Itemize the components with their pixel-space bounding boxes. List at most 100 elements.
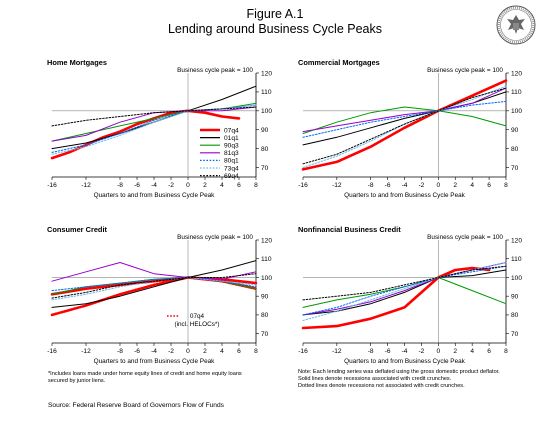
panel-title: Consumer Credit [47, 225, 107, 234]
x-tick-label: -4 [402, 348, 408, 355]
series-line-01q1 [302, 91, 507, 146]
x-tick-label: -16 [47, 182, 57, 189]
legend-label: 69q4 [224, 173, 239, 180]
y-tick-label: 110 [261, 89, 272, 96]
x-tick-label: 2 [203, 182, 207, 189]
x-tick-label: -12 [81, 182, 91, 189]
y-tick-label: 70 [511, 331, 519, 338]
x-tick-label: -6 [134, 182, 140, 189]
y-tick-label: 110 [511, 256, 522, 263]
y-tick-label: 70 [261, 165, 269, 172]
x-axis-label: Quarters to and from Business Cycle Peak [344, 192, 466, 199]
y-tick-label: 110 [511, 89, 522, 96]
series-line-07q4 [301, 266, 491, 330]
series-line-69q4 [302, 265, 507, 301]
series-line-80q1 [302, 100, 507, 138]
x-tick-label: 0 [436, 348, 440, 355]
x-tick-label: 4 [220, 182, 224, 189]
series-line-07q4 [50, 109, 241, 160]
x-tick-label: -6 [385, 348, 391, 355]
legend-label: 07q4 [224, 127, 239, 134]
x-tick-label: -16 [298, 348, 308, 355]
legend-label: 80q1 [224, 158, 239, 165]
panel-annotation: Business cycle peak = 100 [427, 67, 503, 74]
x-tick-label: -12 [81, 348, 91, 355]
series-line-07q4 [301, 79, 508, 171]
x-tick-label: -4 [402, 182, 408, 189]
x-tick-label: -16 [47, 348, 57, 355]
series-line-73q4 [302, 262, 507, 321]
y-tick-label: 100 [511, 275, 522, 282]
chart-panel-1: Home Mortgages Business cycle peak = 100 -… [47, 58, 272, 199]
x-tick-label: -12 [332, 182, 342, 189]
y-tick-label: 110 [261, 256, 272, 263]
y-tick-label: 80 [511, 312, 519, 319]
panel-annotation: Business cycle peak = 100 [177, 234, 253, 241]
footnote-left-line: *Includes loans made under home equity l… [48, 371, 242, 377]
footnote-right-line: Dotted lines denote recessions not assoc… [298, 383, 465, 389]
series-line-69q4 [51, 106, 257, 127]
series-line-90q3 [302, 106, 507, 134]
x-tick-label: 4 [470, 348, 474, 355]
x-tick-label: 8 [254, 182, 258, 189]
x-tick-label: -16 [298, 182, 308, 189]
x-tick-label: 0 [436, 182, 440, 189]
x-tick-label: -8 [117, 182, 123, 189]
footnote-left: *Includes loans made under home equity l… [48, 371, 242, 385]
footnote-left-line: secured by junior liens. [48, 378, 106, 384]
y-tick-label: 70 [511, 165, 519, 172]
x-tick-label: 0 [186, 182, 190, 189]
panel-title: Home Mortgages [47, 58, 107, 67]
legend-label: 81q3 [224, 150, 239, 157]
x-tick-label: 6 [487, 348, 491, 355]
x-tick-label: -4 [151, 348, 157, 355]
x-tick-label: -6 [134, 348, 140, 355]
x-axis-label: Quarters to and from Business Cycle Peak [94, 358, 216, 365]
y-tick-label: 80 [261, 146, 269, 153]
y-tick-label: 100 [261, 108, 272, 115]
panel-annotation: Business cycle peak = 100 [177, 67, 253, 74]
x-tick-label: -2 [168, 182, 174, 189]
source-note: Source: Federal Reserve Board of Governo… [48, 402, 224, 409]
x-tick-label: -2 [418, 182, 424, 189]
x-tick-label: -2 [418, 348, 424, 355]
series-line-01q1 [51, 260, 257, 308]
legend-label: 90q3 [224, 143, 239, 150]
series-line-81q3 [302, 87, 507, 133]
x-tick-label: -12 [332, 348, 342, 355]
y-tick-label: 100 [261, 275, 272, 282]
y-tick-label: 120 [511, 237, 522, 244]
x-tick-label: 2 [203, 348, 207, 355]
figure-subtitle: Lending around Business Cycle Peaks [167, 22, 383, 36]
panel-annotation: Business cycle peak = 100 [427, 234, 503, 241]
x-tick-label: 6 [237, 348, 241, 355]
figure-title: Figure A.1 [246, 7, 304, 21]
x-tick-label: 6 [237, 182, 241, 189]
federal-reserve-seal-icon [496, 5, 536, 45]
y-tick-label: 120 [261, 70, 272, 77]
y-tick-label: 90 [261, 293, 269, 300]
series-line-69q4 [51, 273, 257, 299]
x-tick-label: 8 [504, 182, 508, 189]
chart-panel-4: Nonfinancial Business Credit Business cyc… [298, 225, 522, 365]
series-line-07q4 [50, 276, 258, 317]
x-tick-label: 2 [453, 182, 457, 189]
y-tick-label: 80 [511, 146, 519, 153]
x-axis-label: Quarters to and from Business Cycle Peak [344, 358, 466, 365]
y-tick-label: 90 [261, 127, 269, 134]
x-tick-label: -8 [368, 348, 374, 355]
y-tick-label: 100 [511, 108, 522, 115]
legend-label: 73q4 [224, 165, 239, 172]
x-tick-label: 8 [254, 348, 258, 355]
series-line-69q4 [302, 87, 507, 165]
x-tick-label: -8 [117, 348, 123, 355]
y-tick-label: 80 [261, 312, 269, 319]
panel-title: Nonfinancial Business Credit [298, 225, 401, 234]
x-tick-label: 6 [487, 182, 491, 189]
series-line-80q1 [302, 265, 507, 316]
footnote-right: Note: Each lending series was deflated u… [298, 369, 500, 390]
series-line-81q3 [51, 262, 257, 282]
y-tick-label: 120 [511, 70, 522, 77]
chart-panel-3: Consumer Credit Business cycle peak = 100… [47, 225, 272, 365]
